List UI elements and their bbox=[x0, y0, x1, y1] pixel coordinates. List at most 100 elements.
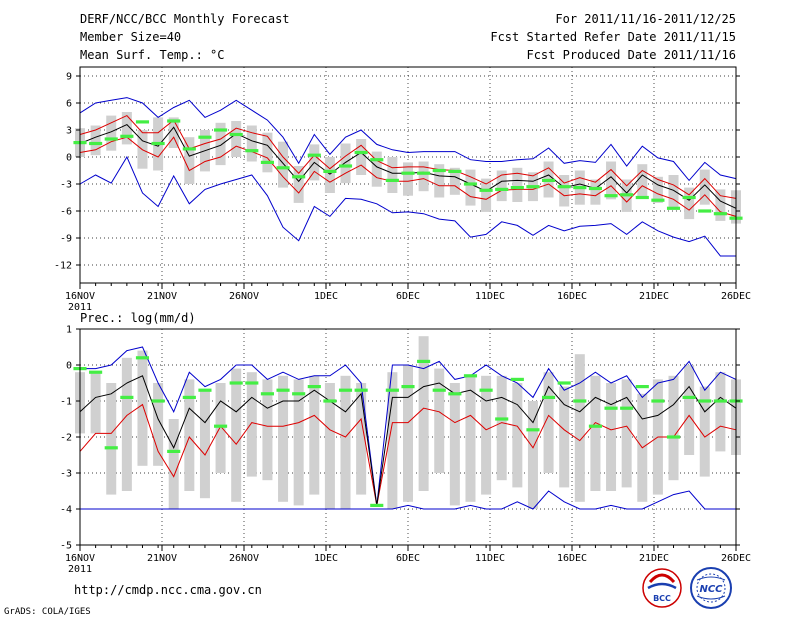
obs-marker bbox=[448, 392, 462, 396]
spread-box bbox=[403, 162, 413, 196]
series-line-min bbox=[79, 155, 736, 257]
spread-box bbox=[293, 379, 304, 506]
spread-box bbox=[590, 179, 601, 205]
y-tick-label: 6 bbox=[66, 99, 72, 110]
y-tick-label: 9 bbox=[66, 72, 72, 83]
series-line-max bbox=[79, 97, 737, 182]
obs-marker bbox=[135, 356, 150, 360]
obs-marker bbox=[542, 395, 556, 399]
obs-marker bbox=[542, 178, 556, 182]
spread-box bbox=[356, 383, 367, 495]
ncc-logo-text: NCC bbox=[699, 584, 723, 595]
ncc-logo: NCC bbox=[690, 567, 732, 609]
spread-box bbox=[309, 375, 320, 495]
obs-marker bbox=[167, 119, 181, 123]
spread-box bbox=[699, 386, 710, 477]
obs-marker bbox=[229, 132, 243, 137]
x-tick-year: 2011 bbox=[68, 302, 92, 313]
obs-marker bbox=[604, 194, 618, 198]
x-tick-label: 26DEC bbox=[721, 291, 751, 302]
obs-marker bbox=[588, 186, 602, 191]
obs-marker bbox=[401, 385, 415, 389]
spread-box bbox=[606, 161, 617, 200]
spread-box bbox=[137, 350, 148, 466]
obs-marker bbox=[245, 149, 259, 153]
spread-box bbox=[121, 357, 132, 491]
bcc-logo-text: BCC bbox=[653, 594, 671, 603]
x-tick-label: 16NOV bbox=[65, 291, 95, 302]
figure-title: DERF/NCC/BCC Monthly Forecast bbox=[80, 12, 290, 26]
spread-box bbox=[512, 167, 523, 202]
obs-marker bbox=[401, 171, 415, 175]
x-tick-label: 21NOV bbox=[147, 291, 177, 302]
spread-box bbox=[606, 383, 617, 491]
y-tick-label: -12 bbox=[54, 261, 72, 272]
obs-marker bbox=[479, 188, 493, 192]
spread-box bbox=[418, 161, 429, 192]
obs-marker bbox=[276, 166, 290, 170]
spread-box bbox=[512, 383, 523, 488]
spread-box bbox=[684, 187, 695, 220]
obs-marker bbox=[370, 158, 384, 162]
obs-marker bbox=[651, 399, 665, 403]
footer-url[interactable]: http://cmdp.ncc.cma.gov.cn bbox=[74, 583, 262, 597]
obs-marker bbox=[370, 503, 384, 507]
obs-marker bbox=[573, 399, 587, 403]
spread-box bbox=[121, 112, 132, 145]
spread-box bbox=[90, 125, 101, 156]
x-tick-label: 6DEC bbox=[396, 291, 420, 302]
top-chart-title: Mean Surf. Temp.: °C bbox=[80, 48, 225, 62]
spread-box bbox=[496, 375, 507, 481]
x-tick-label: 26NOV bbox=[229, 291, 259, 302]
spread-box bbox=[278, 141, 289, 188]
obs-marker bbox=[104, 446, 118, 450]
spread-box bbox=[168, 117, 179, 148]
obs-marker bbox=[526, 428, 540, 432]
y-tick-label: -3 bbox=[60, 469, 72, 480]
spread-box bbox=[481, 178, 492, 212]
obs-marker bbox=[526, 185, 540, 189]
spread-box bbox=[496, 170, 507, 202]
obs-marker bbox=[588, 424, 602, 428]
obs-marker bbox=[682, 395, 696, 399]
obs-marker bbox=[260, 160, 274, 164]
obs-marker bbox=[417, 171, 431, 175]
spread-box bbox=[168, 419, 179, 509]
obs-marker bbox=[463, 374, 478, 378]
obs-marker bbox=[463, 182, 478, 186]
spread-box bbox=[324, 383, 335, 509]
obs-marker bbox=[417, 359, 431, 363]
y-tick-label: -4 bbox=[60, 505, 72, 516]
bcc-logo: BCC bbox=[642, 568, 682, 608]
spread-box bbox=[715, 372, 726, 452]
obs-marker bbox=[307, 153, 321, 157]
forecast-period: For 2011/11/16-2011/12/25 bbox=[555, 12, 736, 26]
spread-box bbox=[324, 157, 335, 193]
x-tick-label: 26DEC bbox=[721, 553, 751, 564]
y-tick-label: -5 bbox=[60, 541, 72, 552]
obs-marker bbox=[448, 169, 462, 173]
obs-marker bbox=[479, 388, 493, 392]
obs-marker bbox=[698, 399, 712, 403]
obs-marker bbox=[260, 392, 274, 396]
obs-marker bbox=[245, 381, 259, 385]
x-tick-label: 11DEC bbox=[475, 553, 505, 564]
y-tick-label: -9 bbox=[60, 234, 72, 245]
series-line-mean bbox=[79, 375, 737, 506]
spread-box bbox=[465, 375, 476, 502]
obs-marker bbox=[323, 169, 337, 173]
obs-marker bbox=[620, 406, 634, 410]
spread-box bbox=[574, 354, 585, 502]
spread-box bbox=[684, 365, 695, 455]
obs-marker bbox=[198, 388, 212, 392]
spread-box bbox=[90, 372, 101, 434]
obs-marker bbox=[151, 141, 165, 146]
y-tick-label: 1 bbox=[66, 325, 72, 336]
x-tick-label: 21DEC bbox=[639, 291, 669, 302]
grads-credit: GrADS: COLA/IGES bbox=[4, 607, 91, 617]
obs-marker bbox=[89, 141, 103, 146]
spread-box bbox=[246, 125, 257, 162]
spread-box bbox=[387, 157, 398, 193]
